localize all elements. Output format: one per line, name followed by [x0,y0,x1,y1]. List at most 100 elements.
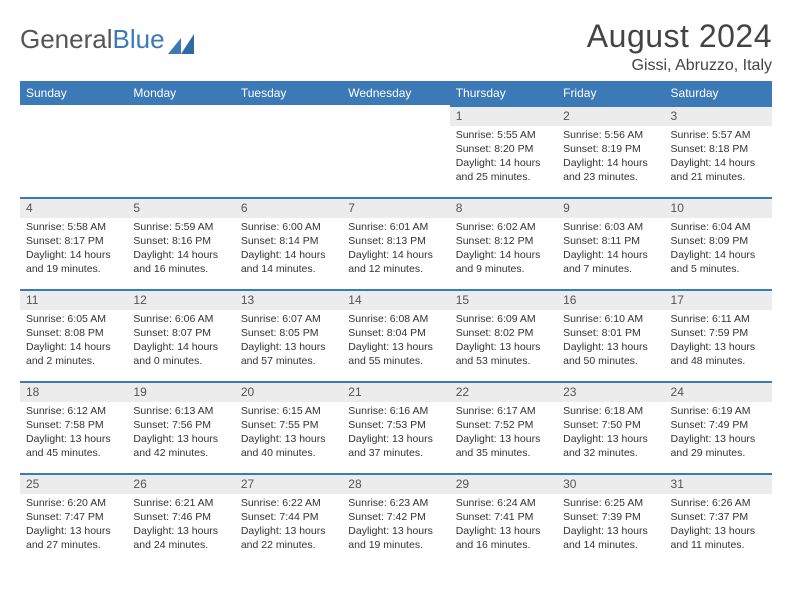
day-line: Sunrise: 6:04 AM [671,221,766,234]
calendar-cell: 12Sunrise: 6:06 AMSunset: 8:07 PMDayligh… [127,289,234,381]
day-line: Sunrise: 6:10 AM [563,313,658,326]
calendar-week-row: 18Sunrise: 6:12 AMSunset: 7:58 PMDayligh… [20,381,772,473]
day-number: 30 [557,473,664,494]
day-line: Sunrise: 6:20 AM [26,497,121,510]
day-number: 21 [342,381,449,402]
day-line: Daylight: 14 hours [671,249,766,262]
day-line: Sunrise: 6:23 AM [348,497,443,510]
day-details: Sunrise: 5:55 AMSunset: 8:20 PMDaylight:… [450,126,557,188]
header-row: GeneralBlue August 2024 Gissi, Abruzzo, … [20,18,772,75]
calendar-cell: 14Sunrise: 6:08 AMSunset: 8:04 PMDayligh… [342,289,449,381]
day-line: Sunrise: 6:16 AM [348,405,443,418]
calendar-cell [342,105,449,197]
day-line: and 9 minutes. [456,263,551,276]
calendar-week-row: 11Sunrise: 6:05 AMSunset: 8:08 PMDayligh… [20,289,772,381]
day-line: Sunset: 8:17 PM [26,235,121,248]
day-number: 9 [557,197,664,218]
day-line: Sunrise: 5:58 AM [26,221,121,234]
day-line: Daylight: 13 hours [348,341,443,354]
day-details: Sunrise: 6:11 AMSunset: 7:59 PMDaylight:… [665,310,772,372]
calendar-cell: 22Sunrise: 6:17 AMSunset: 7:52 PMDayligh… [450,381,557,473]
day-line: Sunrise: 5:56 AM [563,129,658,142]
month-title: August 2024 [587,18,772,55]
day-line: and 12 minutes. [348,263,443,276]
weekday-header: Thursday [450,81,557,105]
day-line: Daylight: 13 hours [241,433,336,446]
day-line: Sunset: 7:59 PM [671,327,766,340]
day-line: Sunrise: 6:12 AM [26,405,121,418]
day-details: Sunrise: 6:09 AMSunset: 8:02 PMDaylight:… [450,310,557,372]
day-number: 10 [665,197,772,218]
day-line: Sunset: 7:37 PM [671,511,766,524]
day-line: and 7 minutes. [563,263,658,276]
calendar-cell: 13Sunrise: 6:07 AMSunset: 8:05 PMDayligh… [235,289,342,381]
day-number: 28 [342,473,449,494]
day-line: Daylight: 14 hours [241,249,336,262]
calendar-cell: 18Sunrise: 6:12 AMSunset: 7:58 PMDayligh… [20,381,127,473]
day-details: Sunrise: 6:21 AMSunset: 7:46 PMDaylight:… [127,494,234,556]
day-line: and 42 minutes. [133,447,228,460]
day-details: Sunrise: 6:19 AMSunset: 7:49 PMDaylight:… [665,402,772,464]
day-line: Sunset: 7:58 PM [26,419,121,432]
day-line: Daylight: 14 hours [26,249,121,262]
day-details: Sunrise: 6:06 AMSunset: 8:07 PMDaylight:… [127,310,234,372]
day-line: Sunset: 8:05 PM [241,327,336,340]
day-line: Daylight: 14 hours [456,249,551,262]
calendar-cell: 16Sunrise: 6:10 AMSunset: 8:01 PMDayligh… [557,289,664,381]
day-line: Daylight: 13 hours [671,433,766,446]
day-line: Sunset: 7:49 PM [671,419,766,432]
day-number: 4 [20,197,127,218]
day-line: Sunrise: 6:02 AM [456,221,551,234]
day-line: Sunset: 8:11 PM [563,235,658,248]
calendar-table: SundayMondayTuesdayWednesdayThursdayFrid… [20,81,772,565]
day-details: Sunrise: 6:24 AMSunset: 7:41 PMDaylight:… [450,494,557,556]
day-number: 17 [665,289,772,310]
day-line: Sunset: 8:14 PM [241,235,336,248]
day-line: and 16 minutes. [133,263,228,276]
day-line: and 14 minutes. [241,263,336,276]
day-line: Daylight: 13 hours [26,525,121,538]
day-line: Sunset: 7:56 PM [133,419,228,432]
day-line: Daylight: 13 hours [133,433,228,446]
calendar-cell: 11Sunrise: 6:05 AMSunset: 8:08 PMDayligh… [20,289,127,381]
calendar-cell [235,105,342,197]
day-number: 25 [20,473,127,494]
day-details: Sunrise: 6:04 AMSunset: 8:09 PMDaylight:… [665,218,772,280]
calendar-cell: 21Sunrise: 6:16 AMSunset: 7:53 PMDayligh… [342,381,449,473]
day-details: Sunrise: 6:12 AMSunset: 7:58 PMDaylight:… [20,402,127,464]
day-details: Sunrise: 6:26 AMSunset: 7:37 PMDaylight:… [665,494,772,556]
day-number: 6 [235,197,342,218]
day-number: 31 [665,473,772,494]
day-details: Sunrise: 5:56 AMSunset: 8:19 PMDaylight:… [557,126,664,188]
day-number: 22 [450,381,557,402]
day-line: Daylight: 13 hours [133,525,228,538]
day-line: Sunset: 8:01 PM [563,327,658,340]
day-details: Sunrise: 6:23 AMSunset: 7:42 PMDaylight:… [342,494,449,556]
day-details: Sunrise: 6:25 AMSunset: 7:39 PMDaylight:… [557,494,664,556]
day-number: 2 [557,105,664,126]
day-line: and 50 minutes. [563,355,658,368]
day-line: Sunset: 7:41 PM [456,511,551,524]
day-line: Sunset: 7:47 PM [26,511,121,524]
day-line: Sunrise: 6:09 AM [456,313,551,326]
day-number: 15 [450,289,557,310]
weekday-header: Wednesday [342,81,449,105]
day-line: Daylight: 13 hours [563,525,658,538]
day-details: Sunrise: 6:02 AMSunset: 8:12 PMDaylight:… [450,218,557,280]
day-line: Daylight: 13 hours [671,525,766,538]
day-line: Sunset: 8:13 PM [348,235,443,248]
calendar-cell: 28Sunrise: 6:23 AMSunset: 7:42 PMDayligh… [342,473,449,565]
day-line: Sunset: 7:39 PM [563,511,658,524]
day-line: Sunrise: 6:05 AM [26,313,121,326]
day-number: 24 [665,381,772,402]
day-line: Daylight: 13 hours [456,433,551,446]
weekday-header: Monday [127,81,234,105]
day-line: Daylight: 13 hours [563,341,658,354]
day-line: and 19 minutes. [348,539,443,552]
calendar-head: SundayMondayTuesdayWednesdayThursdayFrid… [20,81,772,105]
day-line: Sunset: 8:16 PM [133,235,228,248]
calendar-cell: 10Sunrise: 6:04 AMSunset: 8:09 PMDayligh… [665,197,772,289]
calendar-cell: 6Sunrise: 6:00 AMSunset: 8:14 PMDaylight… [235,197,342,289]
day-line: Sunrise: 6:08 AM [348,313,443,326]
day-line: Daylight: 13 hours [348,525,443,538]
